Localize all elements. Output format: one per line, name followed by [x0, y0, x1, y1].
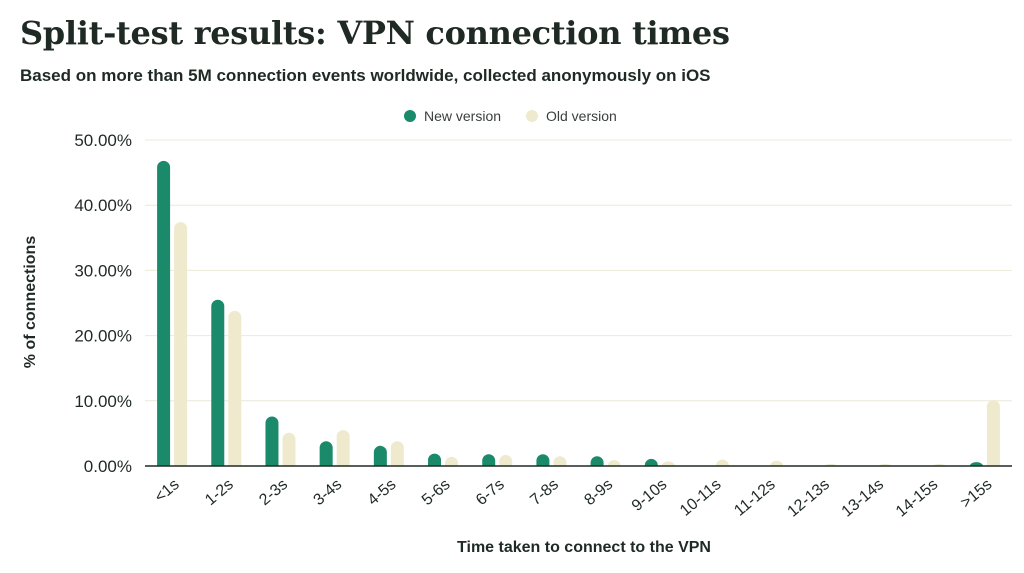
y-axis-title: % of connections — [22, 236, 39, 369]
y-tick-label: 10.00% — [74, 392, 132, 411]
x-tick-label: 14-15s — [893, 476, 941, 520]
x-tick-label: 10-11s — [677, 476, 724, 520]
bar-old-version — [986, 400, 1000, 466]
bar-new-version — [644, 458, 658, 466]
bar-old-version — [445, 456, 459, 466]
x-tick-label: 7-8s — [527, 476, 562, 509]
bars — [157, 160, 1000, 466]
bar-new-version — [373, 445, 387, 466]
x-tick-label: 5-6s — [419, 476, 454, 509]
x-tick-label: 3-4s — [310, 476, 345, 509]
legend-marker-new-version — [404, 110, 416, 122]
x-tick-label: 8-9s — [581, 476, 616, 509]
y-tick-label: 30.00% — [74, 261, 132, 280]
bar-old-version — [607, 460, 621, 466]
x-tick-label: 1-2s — [202, 476, 237, 509]
legend-label-new-version: New version — [424, 108, 501, 124]
legend: New version Old version — [404, 108, 617, 124]
x-tick-label: 2-3s — [256, 476, 291, 509]
x-tick-label: <1s — [152, 476, 183, 506]
y-tick-label: 0.00% — [84, 457, 132, 476]
bar-old-version — [553, 456, 567, 466]
bar-old-version — [661, 461, 675, 466]
y-tick-label: 40.00% — [74, 196, 132, 215]
chart-title: Split-test results: VPN connection times — [20, 14, 730, 52]
y-tick-label: 50.00% — [74, 131, 132, 150]
x-tick-label: 13-14s — [839, 476, 887, 520]
bar-new-version — [211, 299, 225, 466]
x-tick-label: >15s — [958, 476, 996, 512]
bar-old-version — [499, 454, 513, 466]
bar-old-version — [336, 430, 350, 466]
legend-label-old-version: Old version — [546, 108, 617, 124]
bar-old-version — [174, 222, 188, 466]
gridlines — [145, 139, 1012, 402]
x-tick-label: 6-7s — [473, 476, 508, 509]
bar-old-version — [390, 441, 404, 466]
x-tick-label: 12-13s — [785, 476, 833, 520]
x-axis-title: Time taken to connect to the VPN — [457, 539, 711, 556]
y-axis-ticks: 0.00% 10.00% 20.00% 30.00% 40.00% 50.00% — [74, 131, 132, 476]
bar-new-version — [590, 456, 604, 466]
bar-new-version — [265, 416, 279, 466]
bar-new-version — [536, 454, 550, 466]
legend-marker-old-version — [526, 110, 538, 122]
bar-new-version — [482, 454, 496, 466]
x-tick-label: 9-10s — [629, 476, 671, 515]
x-axis-ticks: <1s 1-2s 2-3s 3-4s 4-5s 5-6s 6-7s 7-8s 8-9s 9-10s… — [152, 476, 996, 520]
bar-new-version — [969, 462, 983, 466]
bar-old-version — [770, 460, 784, 466]
chart-subtitle: Based on more than 5M connection events … — [20, 66, 711, 85]
bar-new-version — [428, 453, 442, 466]
bar-old-version — [228, 310, 242, 466]
x-tick-label: 4-5s — [365, 476, 400, 509]
bar-new-version — [157, 160, 171, 466]
bar-new-version — [319, 441, 333, 466]
y-tick-label: 20.00% — [74, 327, 132, 346]
bar-old-version — [282, 432, 296, 466]
x-tick-label: 11-12s — [731, 476, 778, 520]
bar-old-version — [715, 459, 729, 466]
